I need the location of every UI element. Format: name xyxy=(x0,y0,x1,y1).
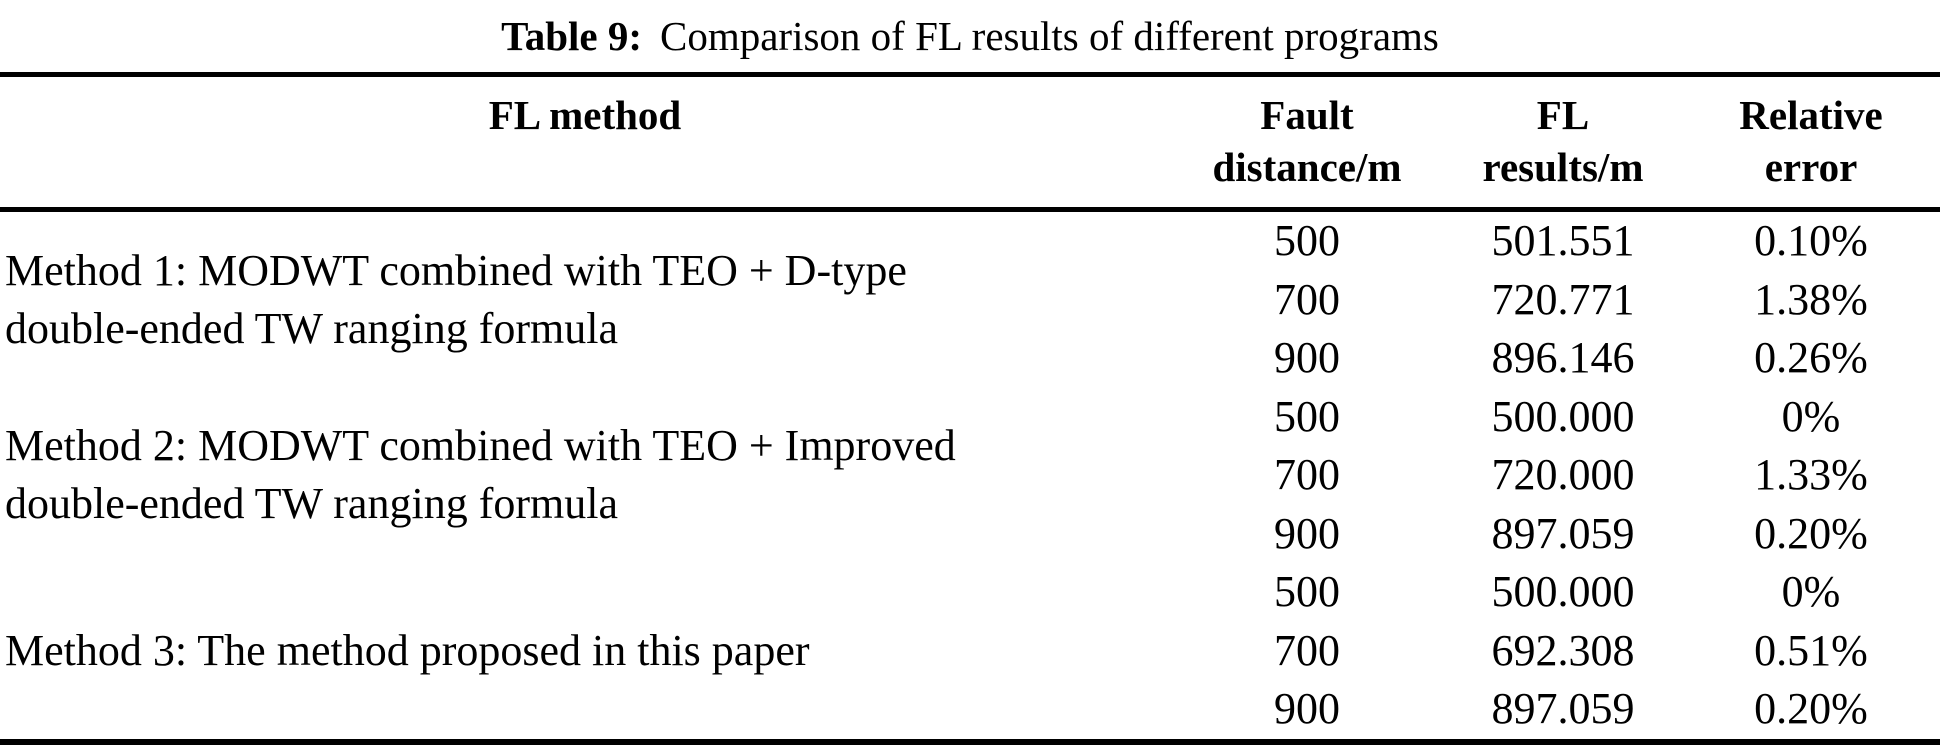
fl-result-cell: 500.000 xyxy=(1491,567,1635,616)
fl-result-cell: 501.551 xyxy=(1491,216,1635,265)
fl-result-cell: 896.146 xyxy=(1491,333,1635,382)
method-label: Method 1: MODWT combined with TEO + D-ty… xyxy=(5,245,907,353)
table-row-group3-2: 700 692.308 0.51% xyxy=(0,622,1940,681)
table-body: Method 1: MODWT combined with TEO + D-ty… xyxy=(0,210,1940,742)
table-row-group2-1: Method 2: MODWT combined with TEO + Impr… xyxy=(0,388,1940,529)
relative-error-cell: 1.38% xyxy=(1754,274,1868,324)
header-relative-error-line2: error xyxy=(1764,144,1858,190)
fl-result-cell: 897.059 xyxy=(1491,508,1635,558)
method-cell-1: Method 1: MODWT combined with TEO + D-ty… xyxy=(0,210,1170,388)
header-row: FL method Fault distance/m FL results/m … xyxy=(0,74,1940,212)
method-cell-2: Method 2: MODWT combined with TEO + Impr… xyxy=(0,388,1170,564)
table-caption-text: Comparison of FL results of different pr… xyxy=(660,13,1439,59)
header-relative-error: Relative error xyxy=(1682,74,1940,212)
header-fl-results: FL results/m xyxy=(1444,74,1682,212)
header-fault-distance: Fault distance/m xyxy=(1170,74,1444,212)
fl-result-cell: 720.000 xyxy=(1491,450,1635,499)
header-fault-distance-line1: Fault xyxy=(1260,92,1354,138)
fault-distance-cell: 700 xyxy=(1274,625,1340,675)
table-row-group1-2: 700 720.771 1.38% xyxy=(0,271,1940,330)
relative-error-cell: 0.20% xyxy=(1754,508,1868,558)
method-label: Method 2: MODWT combined with TEO + Impr… xyxy=(5,421,956,529)
fault-distance-cell: 500 xyxy=(1274,216,1340,265)
relative-error-cell: 0.10% xyxy=(1754,216,1868,265)
fault-distance-cell: 500 xyxy=(1274,391,1340,441)
relative-error-cell: 0.20% xyxy=(1754,684,1868,733)
fl-result-cell: 720.771 xyxy=(1491,274,1635,324)
fl-result-cell: 692.308 xyxy=(1491,625,1635,675)
fault-distance-cell: 900 xyxy=(1274,333,1340,382)
fault-distance-cell: 500 xyxy=(1274,567,1340,616)
fault-distance-cell: 700 xyxy=(1274,274,1340,324)
fault-distance-cell: 900 xyxy=(1274,508,1340,558)
results-table: FL method Fault distance/m FL results/m … xyxy=(0,72,1940,745)
fault-distance-cell: 900 xyxy=(1274,684,1340,733)
relative-error-cell: 0.26% xyxy=(1754,333,1868,382)
fl-result-cell: 897.059 xyxy=(1491,684,1635,733)
table-row-group2-3: 900 897.059 0.20% xyxy=(0,505,1940,564)
method-label: Method 3: The method proposed in this pa… xyxy=(5,625,810,675)
table-caption: Table 9: Comparison of FL results of dif… xyxy=(0,0,1940,72)
header-fl-results-line2: results/m xyxy=(1482,144,1644,190)
table-row-group1-1: Method 1: MODWT combined with TEO + D-ty… xyxy=(0,210,1940,353)
table-row-group2-2: 700 720.000 1.33% xyxy=(0,446,1940,505)
header-fl-method-label: FL method xyxy=(488,92,682,138)
table-row-group3-3: 900 897.059 0.20% xyxy=(0,680,1940,742)
table-row-group1-3: 900 896.146 0.26% xyxy=(0,329,1940,388)
table-row-group3-1: Method 3: The method proposed in this pa… xyxy=(0,563,1940,675)
relative-error-cell: 0% xyxy=(1781,567,1841,616)
fault-distance-cell: 700 xyxy=(1274,450,1340,499)
header-fl-method: FL method xyxy=(0,74,1170,212)
relative-error-cell: 0% xyxy=(1781,391,1841,441)
header-relative-error-line1: Relative xyxy=(1739,92,1883,138)
header-fault-distance-line2: distance/m xyxy=(1212,144,1402,190)
table-caption-label: Table 9: xyxy=(501,13,642,59)
method-cell-3: Method 3: The method proposed in this pa… xyxy=(0,563,1170,742)
header-fl-results-line1: FL xyxy=(1536,92,1590,138)
fl-result-cell: 500.000 xyxy=(1491,391,1635,441)
relative-error-cell: 1.33% xyxy=(1754,450,1868,499)
relative-error-cell: 0.51% xyxy=(1754,625,1868,675)
